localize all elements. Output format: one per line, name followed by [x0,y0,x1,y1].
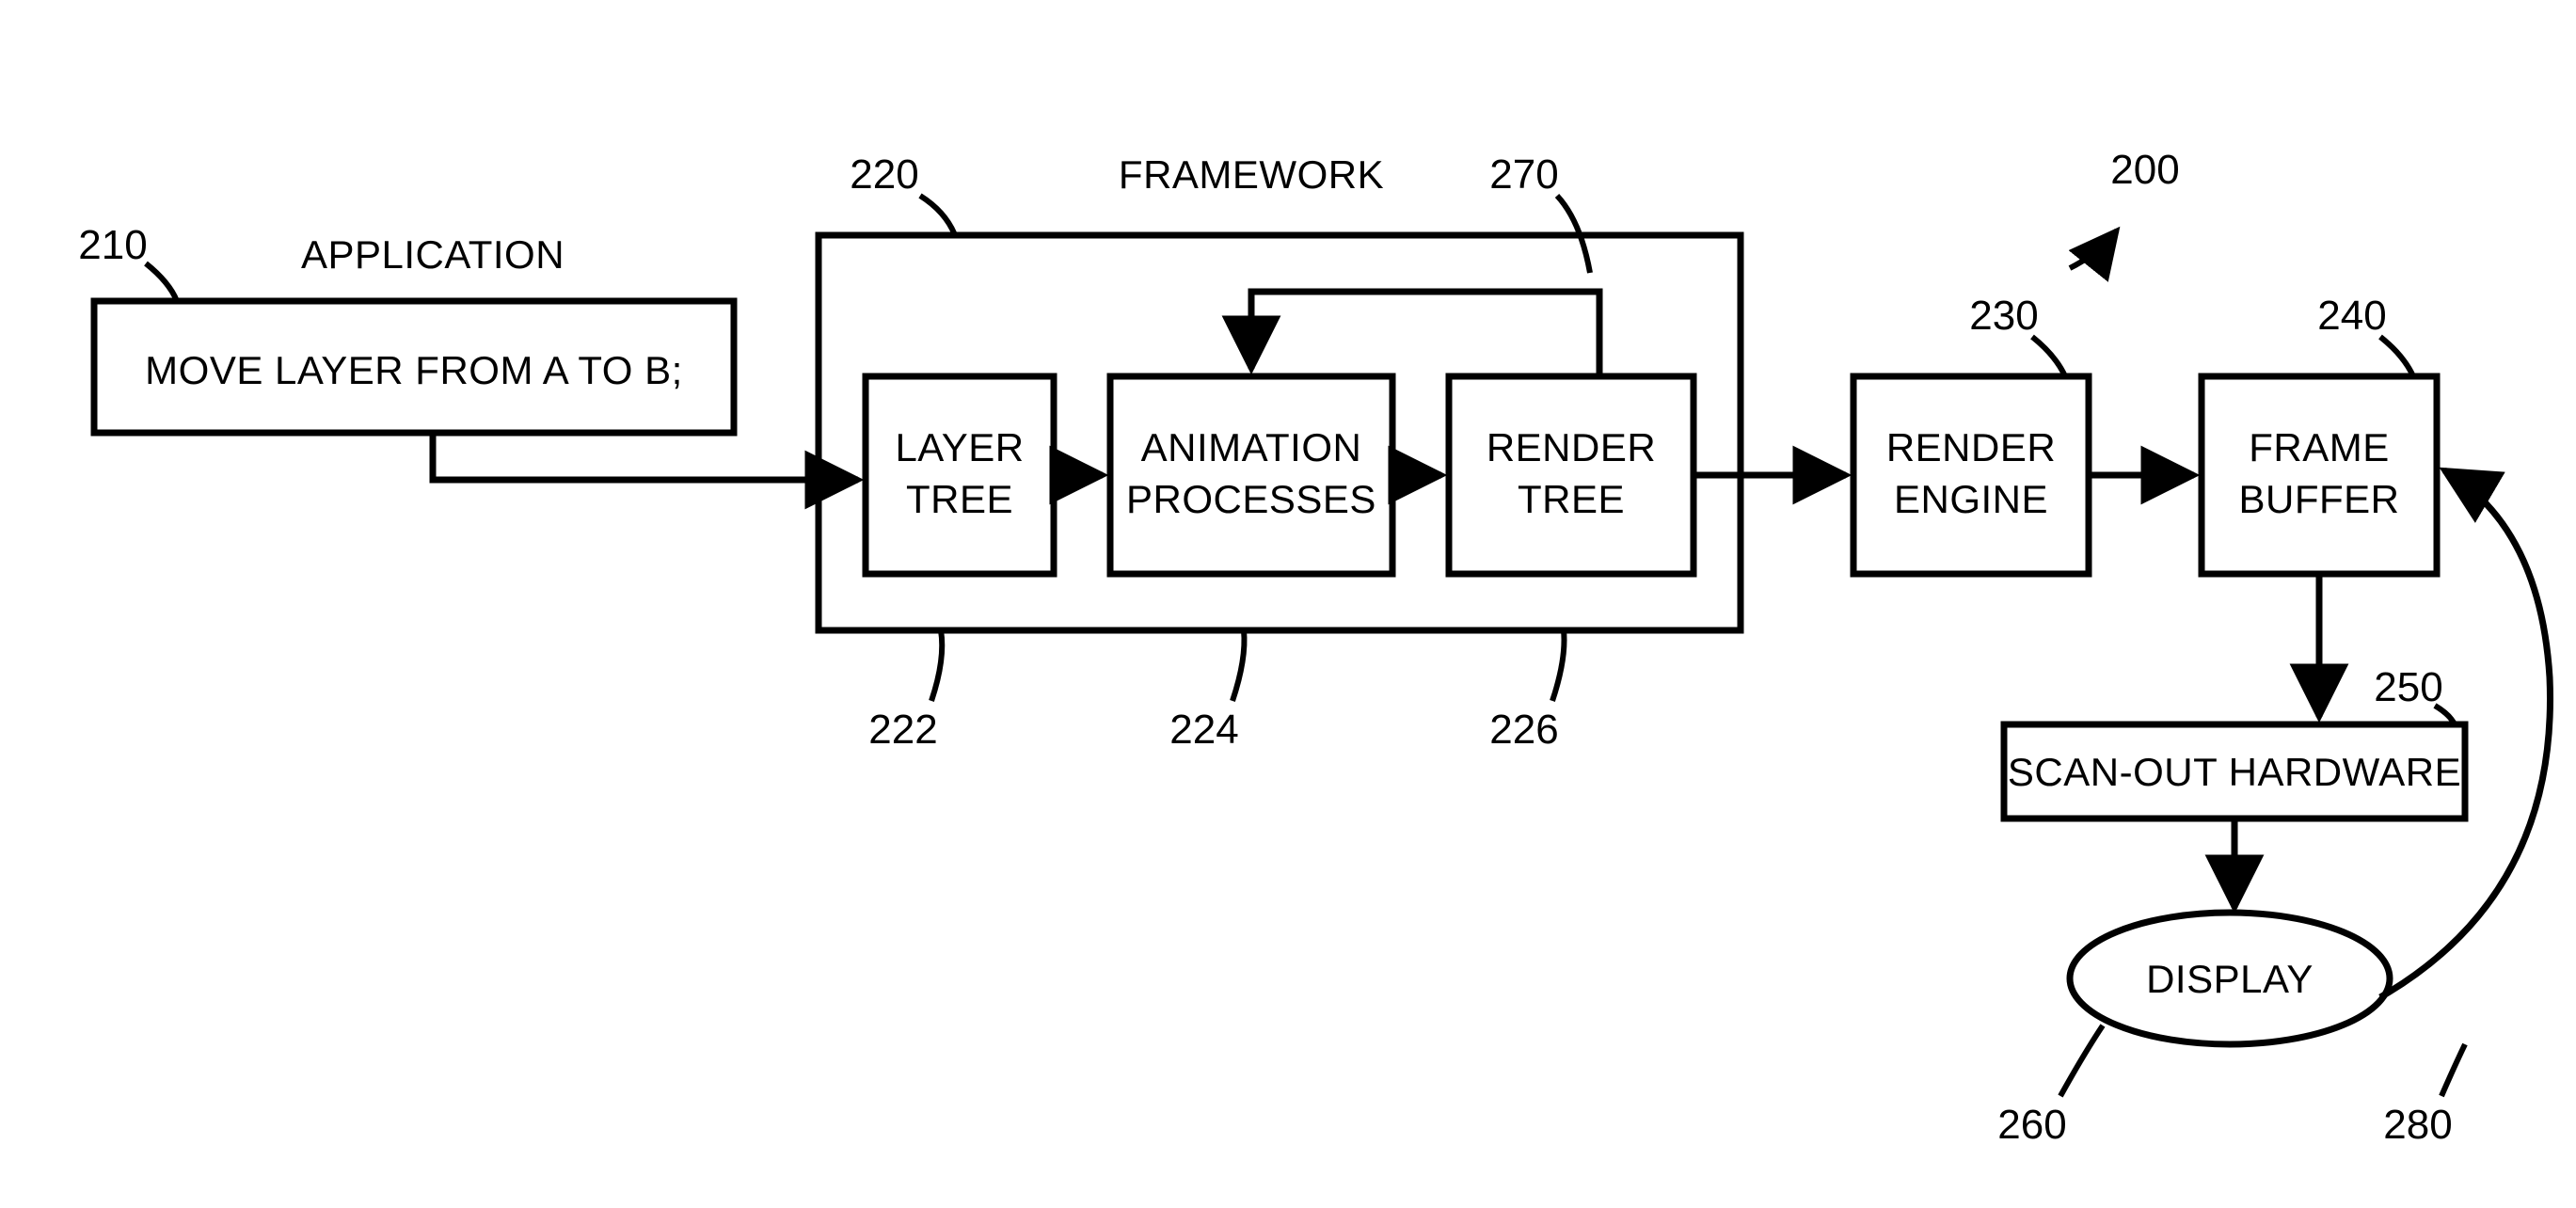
ref-226: 226 [1489,707,1558,753]
ref-250: 250 [2374,664,2442,710]
node-render-engine: RENDER ENGINE [1853,376,2089,574]
anim-line1: ANIMATION [1141,425,1362,469]
ref-222: 222 [868,707,937,753]
rengine-line2: ENGINE [1894,477,2048,521]
node-framework: FRAMEWORK [819,152,1741,630]
node-display: DISPLAY [2070,913,2390,1044]
ref-220: 220 [850,151,918,198]
ref-230: 230 [1969,293,2038,339]
ref-260: 260 [1997,1102,2066,1148]
fbuf-line2: BUFFER [2239,477,2400,521]
node-scan-out: SCAN-OUT HARDWARE [2004,724,2465,819]
edge-app-to-layertree [433,433,858,480]
application-text: MOVE LAYER FROM A TO B; [145,348,683,392]
ref-224: 224 [1169,707,1238,753]
rtree-line1: RENDER [1487,425,1656,469]
scanout-text: SCAN-OUT HARDWARE [2008,750,2461,794]
edge-feedback-rtree-to-anim [1251,292,1599,376]
layer-tree-line1: LAYER [895,425,1024,469]
ref-200: 200 [2110,147,2179,193]
framework-title: FRAMEWORK [1119,152,1384,197]
display-text: DISPLAY [2146,957,2314,1001]
node-application: MOVE LAYER FROM A TO B; APPLICATION [94,232,734,433]
flow-diagram: MOVE LAYER FROM A TO B; APPLICATION 210 … [0,0,2576,1208]
fbuf-line1: FRAME [2249,425,2390,469]
rengine-line1: RENDER [1886,425,2056,469]
application-title: APPLICATION [301,232,564,277]
layer-tree-line2: TREE [906,477,1013,521]
node-layer-tree: LAYER TREE [866,376,1054,574]
node-animation-processes: ANIMATION PROCESSES [1110,376,1392,574]
ref-280: 280 [2383,1102,2452,1148]
node-frame-buffer: FRAME BUFFER [2202,376,2437,574]
ref-210: 210 [78,222,147,268]
ref-240: 240 [2317,293,2386,339]
node-render-tree: RENDER TREE [1449,376,1693,574]
ref-270: 270 [1489,151,1558,198]
rtree-line2: TREE [1518,477,1625,521]
anim-line2: PROCESSES [1126,477,1376,521]
